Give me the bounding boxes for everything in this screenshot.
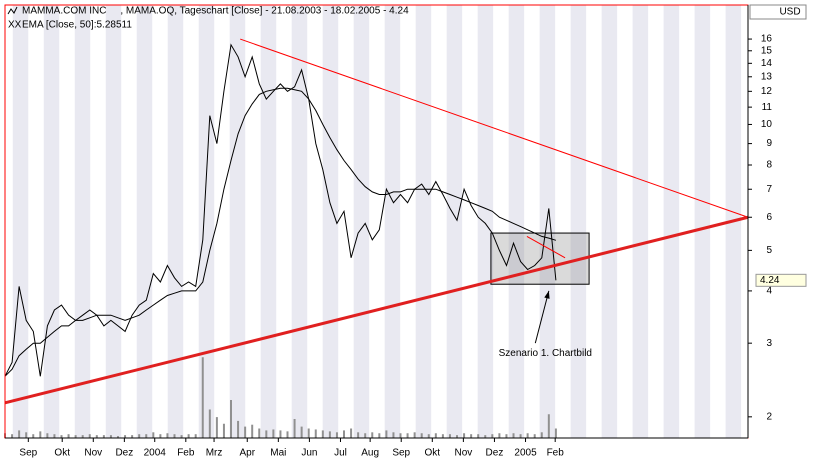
- x-tick-label: Apr: [239, 448, 255, 459]
- y-tick-label: 7: [766, 184, 772, 195]
- month-stripe: [260, 5, 277, 438]
- month-stripe: [291, 5, 308, 438]
- y-tick-label: 11: [762, 102, 773, 113]
- month-stripe: [570, 5, 587, 438]
- x-tick-label: Nov: [84, 448, 102, 459]
- month-stripe: [663, 5, 680, 438]
- x-tick-label: Feb: [177, 448, 195, 459]
- x-tick-label: Mai: [270, 448, 286, 459]
- legend-entry: EMA [Close, 50]:5.28511: [22, 20, 132, 31]
- highlight-box: [490, 232, 590, 285]
- x-tick-label: Dez: [486, 448, 504, 459]
- trend-line: [4, 215, 749, 405]
- month-stripe: [415, 5, 432, 438]
- y-tick-label: 8: [766, 160, 772, 171]
- y-tick-label: 14: [761, 58, 773, 69]
- legend-icon: [7, 6, 18, 15]
- price-line: [4, 87, 557, 377]
- x-tick-label: Jul: [334, 448, 347, 459]
- plot-area: [4, 38, 749, 438]
- y-tick-label: 6: [766, 212, 772, 223]
- trend-line: [240, 38, 749, 218]
- x-tick-label: Jun: [301, 448, 317, 459]
- x-tick-label: Mrz: [206, 448, 223, 459]
- x-tick-label: Nov: [454, 448, 472, 459]
- legend: MAMMA.COM INC , MAMA.OQ, Tageschart [Clo…: [7, 6, 409, 31]
- month-stripe: [167, 5, 184, 438]
- x-tick-label: Sep: [19, 448, 37, 459]
- month-stripe: [508, 5, 525, 438]
- month-stripe: [694, 5, 711, 438]
- annotation-arrow: [534, 290, 550, 344]
- y-tick-label: 3: [766, 338, 772, 349]
- legend-icon: XX: [8, 20, 22, 31]
- y-tick-label: 9: [766, 138, 772, 149]
- currency-box: [749, 4, 807, 20]
- month-stripe: [477, 5, 494, 438]
- month-stripe: [105, 5, 122, 438]
- month-stripe: [136, 5, 153, 438]
- month-stripe: [74, 5, 91, 438]
- x-tick-label: Aug: [361, 448, 379, 459]
- last-price-label: 4.24: [760, 275, 780, 286]
- x-tick-label: 2005: [514, 448, 537, 459]
- month-stripe: [12, 5, 29, 438]
- x-tick-label: Okt: [54, 448, 70, 459]
- y-tick-label: 10: [761, 119, 773, 130]
- y-tick-label: 12: [761, 86, 773, 97]
- y-tick-label: 2: [766, 411, 772, 422]
- y-tick-label: 4: [766, 286, 772, 297]
- month-stripe: [322, 5, 339, 438]
- currency: USD: [779, 7, 800, 18]
- trend-line: [526, 235, 566, 259]
- month-stripe: [198, 5, 215, 438]
- month-stripe: [632, 5, 649, 438]
- legend-entry: MAMMA.COM INC , MAMA.OQ, Tageschart [Clo…: [22, 6, 409, 17]
- annotation: Szenario 1. Chartbild: [499, 348, 592, 359]
- month-stripe: [384, 5, 401, 438]
- arrow-head: [544, 290, 550, 299]
- y-tick-label: 15: [761, 45, 773, 56]
- month-stripe: [446, 5, 463, 438]
- y-tick-label: 16: [761, 34, 773, 45]
- month-stripe: [601, 5, 618, 438]
- x-tick-label: 2004: [144, 448, 167, 459]
- x-tick-label: Feb: [547, 448, 565, 459]
- month-stripes: [12, 5, 742, 438]
- last-price-box: [755, 273, 807, 287]
- x-tick-label: Okt: [425, 448, 441, 459]
- x-tick-label: Sep: [392, 448, 410, 459]
- y-tick-label: 13: [761, 71, 773, 82]
- month-stripe: [229, 5, 246, 438]
- y-tick-label: 5: [766, 245, 772, 256]
- month-stripe: [43, 5, 60, 438]
- x-tick-label: Dez: [115, 448, 133, 459]
- month-stripe: [353, 5, 370, 438]
